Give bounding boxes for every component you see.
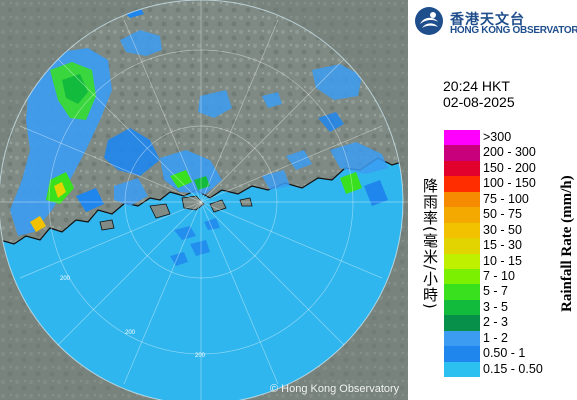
legend-range-label: 1 - 2 <box>483 330 509 345</box>
legend-swatch <box>444 253 480 269</box>
legend-swatch <box>444 160 480 177</box>
radar-map[interactable]: 200 200 200 © Hong Kong Observatory <box>0 0 408 400</box>
copyright-text: © Hong Kong Observatory <box>270 383 400 395</box>
legend-swatch <box>444 191 480 208</box>
range-grid <box>0 0 408 400</box>
legend-swatch <box>444 207 480 223</box>
legend-row: 100 - 150 <box>444 176 568 192</box>
legend-swatch <box>444 299 480 316</box>
logo-text-chinese: 香港天文台 <box>450 12 525 28</box>
legend-range-label: 2 - 3 <box>483 315 509 330</box>
legend-swatch <box>444 284 480 300</box>
legend-range-label: 100 - 150 <box>483 176 536 191</box>
radar-range-circle <box>0 0 404 400</box>
legend-swatch <box>444 315 480 331</box>
legend-row: >300 <box>444 130 568 146</box>
legend-range-label: 3 - 5 <box>483 299 509 314</box>
legend-title-english: Rainfall Rate (mm/h) <box>559 175 575 312</box>
legend-range-label: 5 - 7 <box>483 284 509 299</box>
legend-swatch <box>444 222 480 239</box>
legend-range-label: 0.50 - 1 <box>483 346 526 361</box>
legend-row: 150 - 200 <box>444 160 568 177</box>
legend-row: 7 - 10 <box>444 268 568 285</box>
legend-row: 2 - 3 <box>444 315 568 331</box>
legend-row: 0.15 - 0.50 <box>444 361 568 377</box>
legend-row: 30 - 50 <box>444 222 568 239</box>
legend-range-label: 30 - 50 <box>483 222 522 237</box>
info-panel: 香港天文台 HONG KONG OBSERVATORY 20:24 HKT 02… <box>408 0 577 400</box>
legend-swatch <box>444 130 480 146</box>
legend-range-label: 200 - 300 <box>483 145 536 160</box>
legend-swatch <box>444 238 480 254</box>
hko-logo-icon <box>415 7 443 35</box>
logo-text-english: HONG KONG OBSERVATORY <box>450 25 577 36</box>
legend-swatch <box>444 176 480 192</box>
ring-label-southwest: 200 <box>125 330 136 336</box>
islands <box>99 195 253 231</box>
legend-swatch <box>444 145 480 161</box>
legend-range-label: 75 - 100 <box>483 191 529 206</box>
hko-logo[interactable]: 香港天文台 HONG KONG OBSERVATORY <box>414 6 577 38</box>
legend-range-label: 50 - 75 <box>483 207 522 222</box>
time-text: 20:24 HKT <box>443 78 510 94</box>
legend-row: 0.50 - 1 <box>444 346 568 362</box>
legend-row: 5 - 7 <box>444 284 568 300</box>
legend-row: 3 - 5 <box>444 299 568 316</box>
legend-row: 15 - 30 <box>444 238 568 254</box>
legend-title-chinese: 降雨率(毫米/小時) <box>421 178 439 310</box>
legend-range-label: 0.15 - 0.50 <box>483 361 543 376</box>
legend-range-label: 7 - 10 <box>483 268 515 283</box>
legend-swatch <box>444 268 480 285</box>
legend-range-label: 10 - 15 <box>483 253 522 268</box>
legend-range-label: 150 - 200 <box>483 160 536 175</box>
date-text: 02-08-2025 <box>443 94 515 110</box>
legend-row: 1 - 2 <box>444 330 568 347</box>
rainfall-legend: >300 200 - 300 150 - 200 100 - 150 75 - 100 5… <box>444 130 568 377</box>
ring-label-west: 200 <box>60 276 71 282</box>
timestamp: 20:24 HKT 02-08-2025 <box>443 78 515 110</box>
ring-label-south: 200 <box>195 353 206 359</box>
radar-map-canvas: 200 200 200 <box>0 0 408 400</box>
legend-row: 10 - 15 <box>444 253 568 269</box>
legend-swatch <box>444 330 480 347</box>
coastline <box>0 157 403 245</box>
legend-swatch <box>444 361 480 377</box>
legend-row: 50 - 75 <box>444 207 568 223</box>
legend-row: 200 - 300 <box>444 145 568 161</box>
legend-row: 75 - 100 <box>444 191 568 208</box>
radar-coverage <box>0 0 403 400</box>
legend-range-label: >300 <box>483 130 512 144</box>
rain-echoes <box>10 4 388 266</box>
legend-range-label: 15 - 30 <box>483 238 522 253</box>
legend-swatch <box>444 346 480 362</box>
